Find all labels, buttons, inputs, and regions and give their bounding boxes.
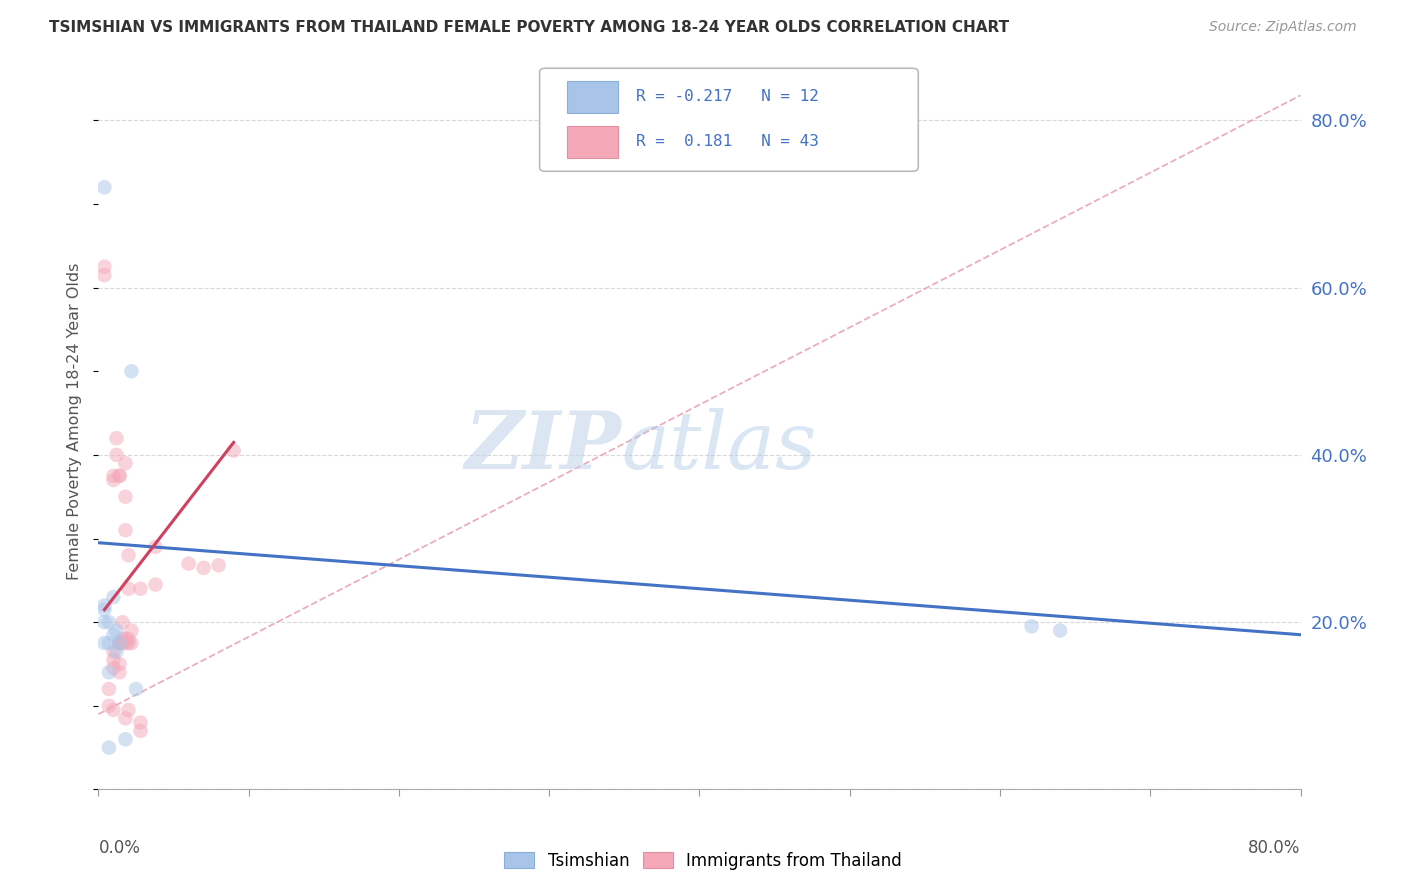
Point <box>108 665 131 680</box>
Point <box>177 557 200 571</box>
Point <box>105 624 128 638</box>
Point <box>97 698 120 713</box>
Point <box>117 703 139 717</box>
Point <box>97 615 120 630</box>
Point <box>111 636 134 650</box>
Point <box>93 599 115 613</box>
Point <box>222 443 245 458</box>
Point <box>114 732 136 747</box>
Legend: Tsimshian, Immigrants from Thailand: Tsimshian, Immigrants from Thailand <box>498 846 908 877</box>
Point <box>108 636 131 650</box>
Point <box>208 558 231 573</box>
Point <box>125 681 148 696</box>
Point <box>121 624 143 638</box>
Point <box>145 577 167 591</box>
Point <box>114 636 136 650</box>
Point <box>117 548 139 563</box>
Point <box>103 468 125 483</box>
Point <box>103 703 125 717</box>
Point <box>103 644 125 658</box>
Point <box>1049 624 1071 638</box>
FancyBboxPatch shape <box>567 127 617 158</box>
Point <box>97 681 120 696</box>
Point <box>145 540 167 554</box>
Point <box>97 740 120 755</box>
Point <box>103 653 125 667</box>
Point <box>121 636 143 650</box>
Text: atlas: atlas <box>621 409 817 486</box>
Point <box>93 268 115 282</box>
Text: TSIMSHIAN VS IMMIGRANTS FROM THAILAND FEMALE POVERTY AMONG 18-24 YEAR OLDS CORRE: TSIMSHIAN VS IMMIGRANTS FROM THAILAND FE… <box>49 20 1010 35</box>
FancyBboxPatch shape <box>567 81 617 113</box>
Point <box>129 582 152 596</box>
Point <box>108 468 131 483</box>
Point <box>129 723 152 738</box>
Point <box>103 628 125 642</box>
Point <box>114 523 136 537</box>
Text: R =  0.181   N = 43: R = 0.181 N = 43 <box>636 135 818 149</box>
Point <box>97 665 120 680</box>
Y-axis label: Female Poverty Among 18-24 Year Olds: Female Poverty Among 18-24 Year Olds <box>67 263 83 580</box>
Point <box>114 490 136 504</box>
FancyBboxPatch shape <box>540 69 918 171</box>
Point <box>103 473 125 487</box>
Point <box>103 590 125 604</box>
Point <box>117 636 139 650</box>
Point <box>114 711 136 725</box>
Point <box>111 632 134 646</box>
Point <box>117 582 139 596</box>
Point <box>93 260 115 274</box>
Point <box>129 715 152 730</box>
Point <box>93 602 115 616</box>
Text: 80.0%: 80.0% <box>1249 839 1301 857</box>
Point <box>117 632 139 646</box>
Point <box>108 636 131 650</box>
Point <box>105 448 128 462</box>
Point <box>108 468 131 483</box>
Point <box>193 561 215 575</box>
Point <box>105 431 128 445</box>
Text: ZIP: ZIP <box>464 409 621 486</box>
Point <box>121 364 143 378</box>
Point <box>93 615 115 630</box>
Point <box>93 636 115 650</box>
Point <box>111 615 134 630</box>
Text: 0.0%: 0.0% <box>98 839 141 857</box>
Text: R = -0.217   N = 12: R = -0.217 N = 12 <box>636 89 818 104</box>
Text: Source: ZipAtlas.com: Source: ZipAtlas.com <box>1209 20 1357 34</box>
Point <box>103 661 125 675</box>
Point <box>114 456 136 470</box>
Point <box>1021 619 1043 633</box>
Point <box>105 644 128 658</box>
Point <box>93 180 115 194</box>
Point <box>97 636 120 650</box>
Point <box>108 657 131 671</box>
Point <box>114 632 136 646</box>
Point <box>108 636 131 650</box>
